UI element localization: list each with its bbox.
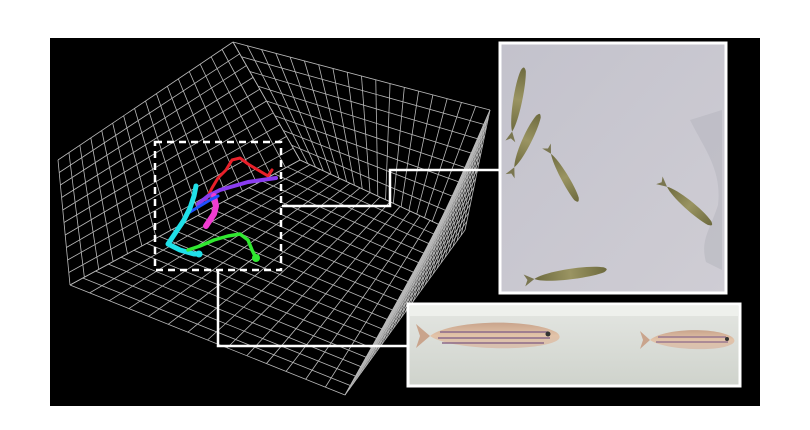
trajectory-magenta <box>203 193 219 229</box>
callout-line-side-view <box>216 270 408 348</box>
trajectory-green <box>186 232 258 260</box>
tank-wireframe-grid <box>57 41 491 396</box>
top-view-frame <box>498 41 728 295</box>
fish-trajectories <box>165 156 278 262</box>
side-view-panel <box>406 302 742 388</box>
top-view-fish-5 <box>523 266 607 287</box>
water-surface-band <box>410 306 738 316</box>
top-view-fish-2 <box>505 113 541 179</box>
top-view-fish-1 <box>505 67 526 143</box>
side-view-fish-1 <box>416 322 560 349</box>
trajectory-cyan-head <box>195 250 203 258</box>
trajectory-green-head <box>252 254 260 262</box>
callout-line-top-view <box>282 168 500 208</box>
top-view-fish-3 <box>542 143 579 202</box>
trajectory-blue <box>188 194 220 214</box>
water-shadow <box>690 110 722 270</box>
trajectory-red <box>204 156 274 202</box>
trajectory-purple <box>196 176 278 206</box>
side-view-fish-2 <box>640 330 735 350</box>
trajectory-cyan <box>165 183 203 257</box>
top-view-fish-4 <box>656 176 713 226</box>
top-view-panel <box>498 41 728 295</box>
